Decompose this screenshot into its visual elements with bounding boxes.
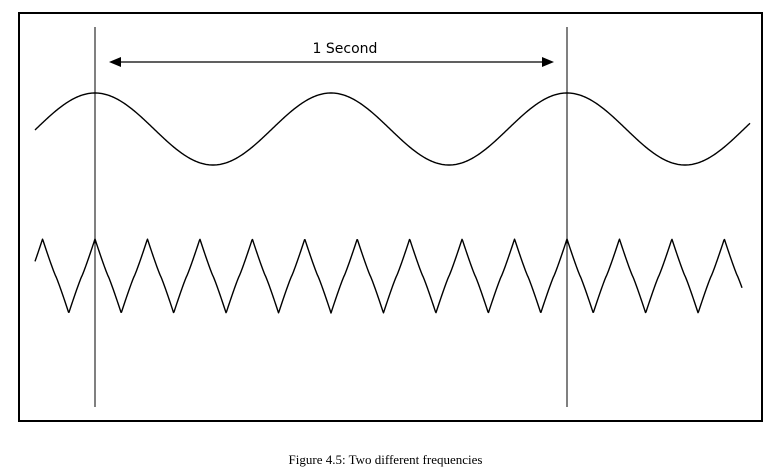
diagram-frame bbox=[18, 12, 763, 422]
interval-arrow-left-head bbox=[109, 57, 121, 67]
interval-arrow-right-head bbox=[542, 57, 554, 67]
low-frequency-wave bbox=[34, 92, 751, 166]
interval-label: 1 Second bbox=[313, 41, 378, 57]
interval-arrow bbox=[109, 57, 554, 67]
figure-caption: Figure 4.5: Two different frequencies bbox=[288, 452, 483, 467]
high-frequency-wave bbox=[34, 238, 743, 314]
frequency-diagram: 1 Second bbox=[18, 12, 763, 422]
